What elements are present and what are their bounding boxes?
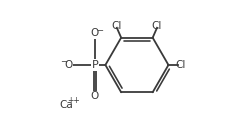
- Text: ++: ++: [68, 96, 80, 105]
- Text: O: O: [91, 92, 99, 102]
- Text: Ca: Ca: [59, 100, 73, 110]
- Text: P: P: [92, 60, 98, 70]
- Text: Cl: Cl: [112, 21, 122, 31]
- Text: O: O: [91, 28, 99, 38]
- Text: −: −: [96, 26, 103, 35]
- Text: −: −: [60, 57, 67, 66]
- Text: Cl: Cl: [175, 60, 185, 70]
- Text: Cl: Cl: [152, 21, 162, 31]
- Text: O: O: [64, 60, 72, 70]
